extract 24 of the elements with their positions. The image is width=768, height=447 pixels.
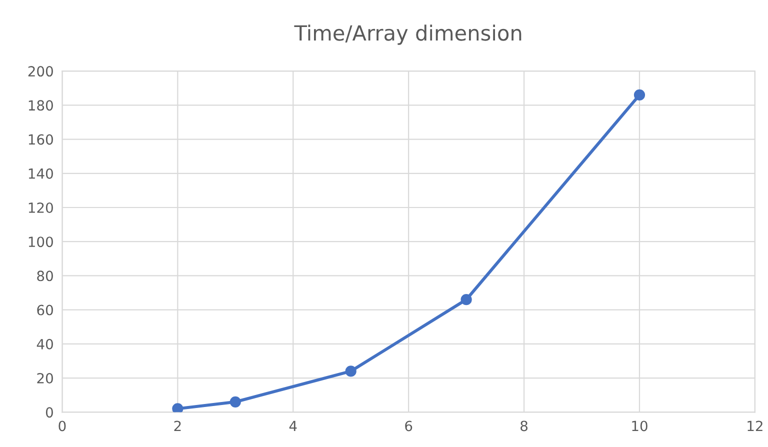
y-tick-label: 0 [46,407,53,418]
y-tick-label: 180 [28,100,53,111]
x-tick-label: 2 [174,420,181,432]
y-tick-label: 100 [28,236,53,248]
point [634,89,646,101]
y-tick-label: 200 [28,66,53,77]
x-tick-label: 12 [748,420,762,432]
x-tick-label: 10 [632,420,648,432]
x-tick-label: 6 [405,420,412,432]
chart-title: Time/Array dimension [294,24,522,45]
x-tick-label: 4 [289,420,297,432]
y-tick-label: 60 [37,304,53,316]
point [230,396,241,408]
y-tick-label: 40 [36,338,53,350]
point [345,366,356,377]
y-tick-label: 80 [37,270,53,282]
point [460,294,472,306]
y-tick-label: 140 [28,168,53,179]
y-tick-label: 160 [28,134,53,145]
x-tick-label: 8 [520,420,528,432]
point [172,403,184,412]
y-tick-label: 120 [28,202,53,213]
x-tick-label: 0 [58,420,66,432]
y-tick-label: 20 [37,372,53,384]
